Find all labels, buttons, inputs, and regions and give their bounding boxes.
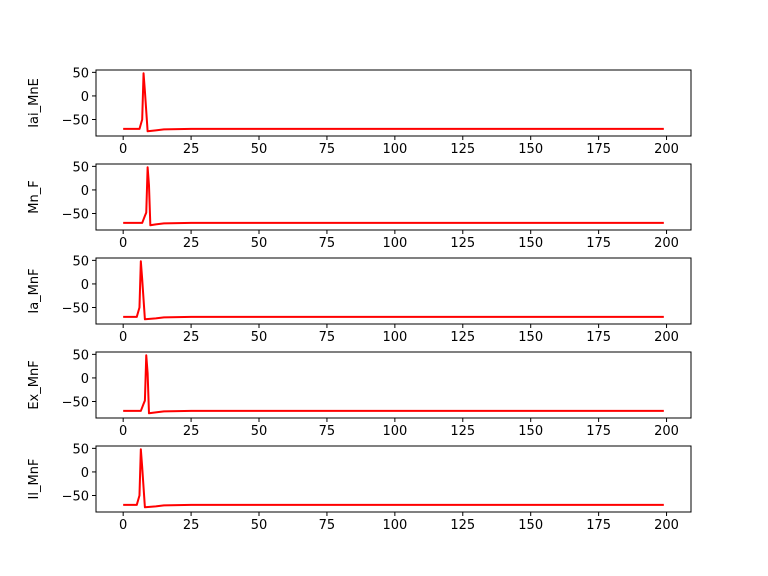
y-axis-label: Ia_MnF <box>27 268 42 313</box>
x-tick-label: 125 <box>450 424 475 439</box>
subplot-3: 0 25 50 75 100 125 150 175 200 50 0 −50 Ia_MnF <box>27 254 692 345</box>
x-tick-label: 175 <box>586 518 611 533</box>
x-tick-label: 75 <box>319 236 336 251</box>
series-line <box>123 260 664 321</box>
axes-frame <box>95 257 692 325</box>
y-tick-label: 50 <box>72 348 89 363</box>
x-tick-label: 25 <box>183 236 200 251</box>
subplot-1: 0 25 50 75 100 125 150 175 200 50 0 −50 Iai_MnE <box>27 66 692 157</box>
y-tick-label: 50 <box>72 442 89 457</box>
x-tick-label: 75 <box>319 330 336 345</box>
y-axis-label: Ex_MnF <box>27 360 42 409</box>
x-tick-label: 200 <box>654 330 679 345</box>
x-tick-label: 100 <box>382 330 407 345</box>
x-tick-label: 50 <box>251 330 268 345</box>
x-tick-label: 25 <box>183 518 200 533</box>
x-tick-label: 200 <box>654 236 679 251</box>
x-tick-label: 50 <box>251 518 268 533</box>
x-tick-label: 100 <box>382 518 407 533</box>
y-tick-label: 50 <box>72 160 89 175</box>
x-tick-label: 125 <box>450 330 475 345</box>
y-axis-label: Iai_MnE <box>27 78 42 128</box>
x-tick-label: 150 <box>518 424 543 439</box>
series-line <box>123 354 664 415</box>
y-tick-label: 0 <box>81 372 89 387</box>
axes-frame <box>95 163 692 231</box>
x-tick-label: 50 <box>251 424 268 439</box>
x-tick-label: 150 <box>518 330 543 345</box>
y-tick-label: 0 <box>81 184 89 199</box>
x-tick-label: 0 <box>119 424 127 439</box>
x-tick-label: 125 <box>450 142 475 157</box>
y-tick-label: 50 <box>72 66 89 81</box>
x-tick-label: 150 <box>518 236 543 251</box>
x-tick-label: 25 <box>183 142 200 157</box>
x-tick-label: 100 <box>382 236 407 251</box>
x-tick-label: 75 <box>319 518 336 533</box>
y-tick-label: 0 <box>81 278 89 293</box>
subplot-2: 0 25 50 75 100 125 150 175 200 50 0 −50 Mn_F <box>27 160 692 251</box>
x-tick-label: 0 <box>119 518 127 533</box>
y-tick-label: −50 <box>62 490 89 505</box>
x-tick-label: 125 <box>450 518 475 533</box>
x-tick-label: 200 <box>654 518 679 533</box>
subplot-5: 0 25 50 75 100 125 150 175 200 50 0 −50 Il_MnF <box>27 442 692 533</box>
x-tick-label: 50 <box>251 236 268 251</box>
series-line <box>123 166 664 227</box>
x-tick-label: 125 <box>450 236 475 251</box>
y-tick-label: 0 <box>81 90 89 105</box>
x-tick-label: 200 <box>654 424 679 439</box>
y-tick-label: −50 <box>62 208 89 223</box>
x-tick-label: 200 <box>654 142 679 157</box>
x-tick-label: 75 <box>319 142 336 157</box>
x-tick-label: 0 <box>119 236 127 251</box>
x-tick-label: 75 <box>319 424 336 439</box>
x-tick-label: 100 <box>382 142 407 157</box>
x-tick-label: 150 <box>518 142 543 157</box>
subplot-4: 0 25 50 75 100 125 150 175 200 50 0 −50 Ex_MnF <box>27 348 692 439</box>
x-tick-label: 175 <box>586 142 611 157</box>
series-line <box>123 72 664 133</box>
y-tick-label: −50 <box>62 302 89 317</box>
x-tick-label: 0 <box>119 142 127 157</box>
x-tick-label: 25 <box>183 424 200 439</box>
y-tick-label: 50 <box>72 254 89 269</box>
x-tick-label: 100 <box>382 424 407 439</box>
x-tick-label: 25 <box>183 330 200 345</box>
axes-frame <box>95 351 692 419</box>
axes-frame <box>95 69 692 137</box>
y-axis-label: Il_MnF <box>27 459 42 500</box>
y-tick-label: −50 <box>62 114 89 129</box>
x-tick-label: 175 <box>586 236 611 251</box>
x-tick-label: 175 <box>586 330 611 345</box>
x-tick-label: 175 <box>586 424 611 439</box>
y-tick-label: 0 <box>81 466 89 481</box>
x-tick-label: 0 <box>119 330 127 345</box>
y-axis-label: Mn_F <box>27 180 42 213</box>
x-tick-label: 50 <box>251 142 268 157</box>
series-line <box>123 448 664 509</box>
axes-frame <box>95 445 692 513</box>
y-tick-label: −50 <box>62 396 89 411</box>
x-tick-label: 150 <box>518 518 543 533</box>
